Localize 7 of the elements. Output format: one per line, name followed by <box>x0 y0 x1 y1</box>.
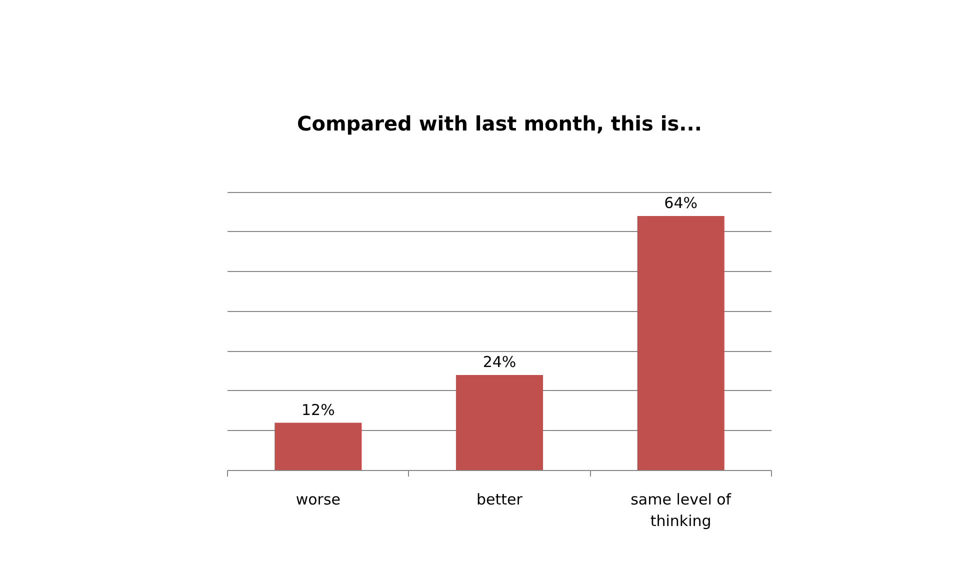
data-label: 64% <box>664 194 698 212</box>
x-tick-label: better <box>476 490 524 508</box>
chart-title: Compared with last month, this is... <box>297 112 702 136</box>
data-label: 24% <box>482 353 516 372</box>
x-tick-label: same level of thinking <box>630 490 732 530</box>
x-tick-label: worse <box>296 490 340 508</box>
data-label: 12% <box>301 400 335 419</box>
